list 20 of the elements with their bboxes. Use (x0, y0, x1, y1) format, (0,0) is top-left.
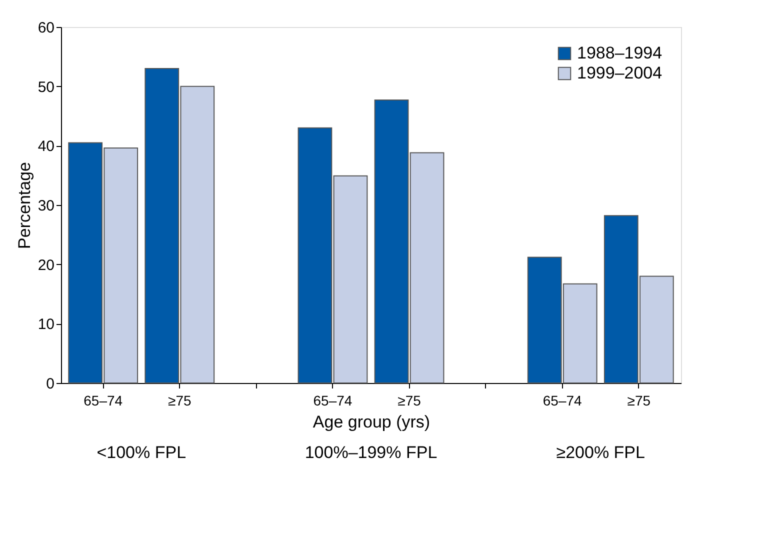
text: 100%–199% FPL (304, 443, 438, 462)
y-tick-label: 20 (38, 256, 54, 274)
legend-label: 1988–1994 (577, 44, 662, 62)
x-tick-label: 65–74 (84, 392, 123, 408)
y-tick-label: 30 (38, 198, 54, 214)
x-tick-label: ≥75 (168, 392, 192, 408)
y-tick-label: 50 (38, 78, 54, 96)
x-tick-label: 65–74 (542, 392, 582, 408)
text: <100% FPL (96, 443, 186, 462)
y-tick-label: 40 (38, 138, 54, 156)
legend-label: 1999–2004 (577, 64, 662, 82)
y-tick-label: 60 (38, 20, 54, 36)
y-tick-label: 10 (38, 316, 54, 334)
x-tick-label: 65–74 (313, 392, 352, 408)
y-axis-title: Percentage (14, 162, 34, 249)
x-axis-title: Age group (yrs) (312, 412, 430, 432)
x-tick-label: ≥75 (398, 392, 422, 408)
y-tick-label: 0 (46, 376, 54, 392)
x-tick-label: ≥75 (627, 392, 651, 408)
text: ≥200% FPL (556, 443, 645, 462)
